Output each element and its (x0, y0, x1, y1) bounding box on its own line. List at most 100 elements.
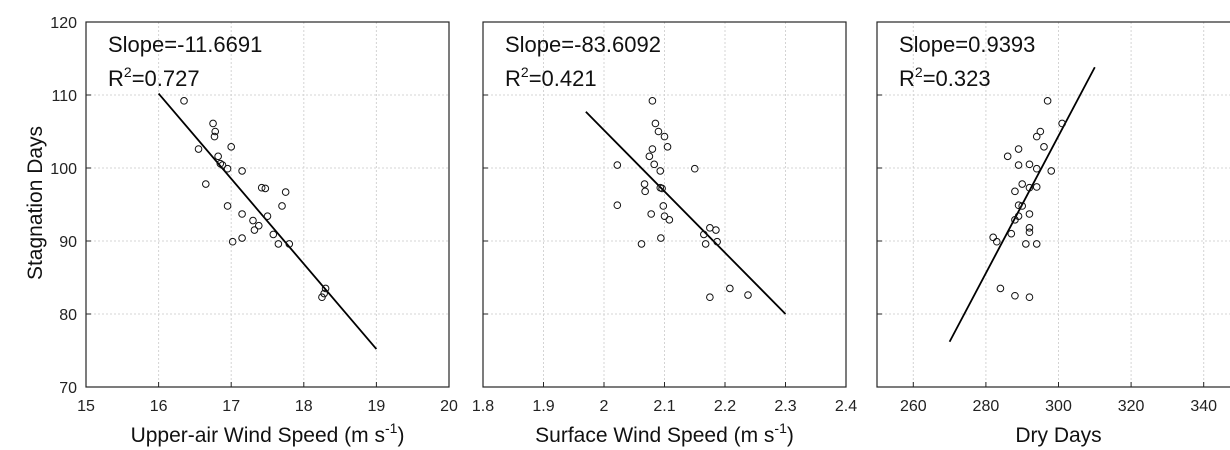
data-point (1025, 210, 1034, 218)
data-point (1032, 132, 1041, 141)
data-point (254, 221, 263, 230)
data-point (744, 291, 752, 299)
data-point (1032, 183, 1041, 191)
data-point (318, 293, 326, 302)
x-tick-label: 2.2 (714, 398, 736, 415)
data-point (992, 237, 1001, 246)
data-point (647, 210, 655, 218)
x-tick-label: 2.1 (653, 398, 675, 415)
y-tick-label: 120 (50, 15, 77, 32)
data-point (660, 212, 669, 220)
data-point (261, 184, 270, 193)
data-point (1032, 240, 1041, 248)
data-point (657, 234, 665, 242)
data-point (285, 240, 294, 248)
data-point (209, 119, 217, 128)
x-tick-label: 15 (77, 398, 95, 415)
panel-upper-air: 15 16 17 18 19 20 70 80 90 100 110 120 Slope=-11.66… (50, 15, 458, 447)
data-point (640, 180, 649, 188)
data-point (1014, 161, 1023, 169)
data-point (281, 188, 290, 196)
data-point (201, 180, 210, 188)
data-point (250, 226, 259, 234)
x-axis-label: Upper-air Wind Speed (m s-1) (131, 420, 405, 447)
y-axis-label: Stagnation Days (24, 126, 47, 280)
regression-line (157, 92, 378, 350)
r2-annotation: R2=0.727 (108, 64, 200, 91)
data-point (263, 212, 272, 220)
data-point (637, 240, 646, 248)
x-tick-label: 1.9 (532, 398, 554, 415)
data-point (996, 284, 1005, 293)
data-point (663, 143, 672, 151)
data-point (1011, 187, 1019, 196)
data-point (613, 161, 622, 169)
data-point (650, 160, 659, 169)
data-point (274, 240, 283, 248)
data-point (659, 202, 668, 210)
data-point (1011, 291, 1019, 300)
y-tick-label: 70 (59, 380, 77, 397)
x-tick-label: 16 (150, 398, 168, 415)
data-point (1011, 216, 1019, 224)
data-point (1032, 164, 1041, 173)
x-axis-label: Dry Days (1015, 424, 1101, 447)
data-point (701, 240, 710, 248)
x-tick-label: 340 (1190, 398, 1217, 415)
data-point (651, 119, 660, 128)
data-point (210, 132, 219, 141)
data-point (654, 127, 663, 136)
data-point (690, 164, 699, 173)
slope-annotation: Slope=-83.6092 (505, 32, 661, 57)
data-point (712, 226, 720, 234)
r2-annotation: R2=0.323 (899, 64, 991, 91)
data-point (228, 237, 237, 246)
data-point (1007, 229, 1016, 238)
data-point (645, 152, 654, 161)
data-point (1025, 224, 1034, 232)
plot-frame (85, 21, 450, 388)
data-point (1047, 167, 1056, 175)
data-point (660, 132, 669, 141)
data-point (238, 210, 246, 218)
data-point (249, 216, 257, 225)
panel-dry-days: 260 280 300 320 340 Slope=0.9393 R2=0.323 Dr… (876, 21, 1230, 447)
data-point (1022, 240, 1030, 248)
data-point (218, 161, 227, 169)
y-tick-label: 90 (59, 234, 77, 251)
data-point (989, 233, 997, 242)
data-point (1014, 201, 1023, 210)
data-point (194, 145, 203, 153)
data-point (238, 234, 246, 242)
data-point (1018, 202, 1027, 210)
x-tick-label: 2 (600, 398, 609, 415)
x-axis-label: Surface Wind Speed (m s-1) (535, 420, 794, 447)
data-point (726, 284, 734, 293)
data-point (1036, 127, 1045, 136)
x-tick-label: 280 (973, 398, 1000, 415)
x-tick-label: 320 (1118, 398, 1145, 415)
slope-annotation: Slope=-11.6691 (108, 32, 262, 57)
x-tick-label: 1.8 (472, 398, 494, 415)
data-point (278, 202, 286, 210)
data-point (269, 230, 278, 239)
data-point (1025, 160, 1034, 169)
x-tick-label: 18 (295, 398, 313, 415)
data-point (1025, 183, 1034, 192)
y-tick-label: 80 (59, 307, 77, 324)
data-point (1040, 143, 1048, 151)
data-point (613, 201, 622, 210)
data-point (238, 167, 246, 175)
data-point (648, 145, 657, 153)
data-point (1043, 97, 1052, 105)
slope-annotation: Slope=0.9393 (899, 32, 1035, 57)
data-point (665, 216, 674, 224)
data-point (1025, 228, 1034, 237)
data-point (321, 284, 330, 293)
data-point (211, 127, 220, 136)
data-point (713, 237, 721, 246)
data-point (656, 167, 665, 175)
x-tick-label: 300 (1045, 398, 1072, 415)
data-point (223, 164, 232, 173)
